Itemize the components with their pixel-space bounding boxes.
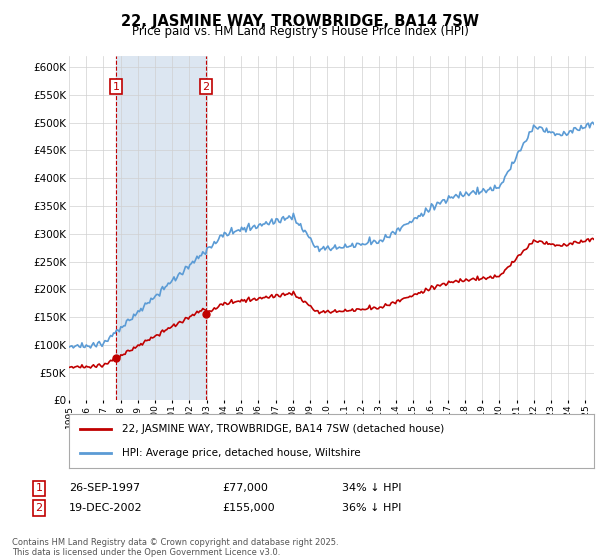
- Text: 26-SEP-1997: 26-SEP-1997: [69, 483, 140, 493]
- Text: 22, JASMINE WAY, TROWBRIDGE, BA14 7SW: 22, JASMINE WAY, TROWBRIDGE, BA14 7SW: [121, 14, 479, 29]
- Text: £155,000: £155,000: [222, 503, 275, 513]
- Text: HPI: Average price, detached house, Wiltshire: HPI: Average price, detached house, Wilt…: [121, 447, 360, 458]
- Bar: [116, 56, 206, 400]
- Text: 1: 1: [35, 483, 43, 493]
- Text: £77,000: £77,000: [222, 483, 268, 493]
- Text: 19-DEC-2002: 19-DEC-2002: [69, 503, 143, 513]
- Text: Price paid vs. HM Land Registry's House Price Index (HPI): Price paid vs. HM Land Registry's House …: [131, 25, 469, 38]
- Text: 36% ↓ HPI: 36% ↓ HPI: [342, 503, 401, 513]
- Text: 2: 2: [202, 82, 209, 91]
- Text: 34% ↓ HPI: 34% ↓ HPI: [342, 483, 401, 493]
- Text: 22, JASMINE WAY, TROWBRIDGE, BA14 7SW (detached house): 22, JASMINE WAY, TROWBRIDGE, BA14 7SW (d…: [121, 424, 444, 435]
- Text: 2: 2: [35, 503, 43, 513]
- Text: 1: 1: [112, 82, 119, 91]
- Text: Contains HM Land Registry data © Crown copyright and database right 2025.
This d: Contains HM Land Registry data © Crown c…: [12, 538, 338, 557]
